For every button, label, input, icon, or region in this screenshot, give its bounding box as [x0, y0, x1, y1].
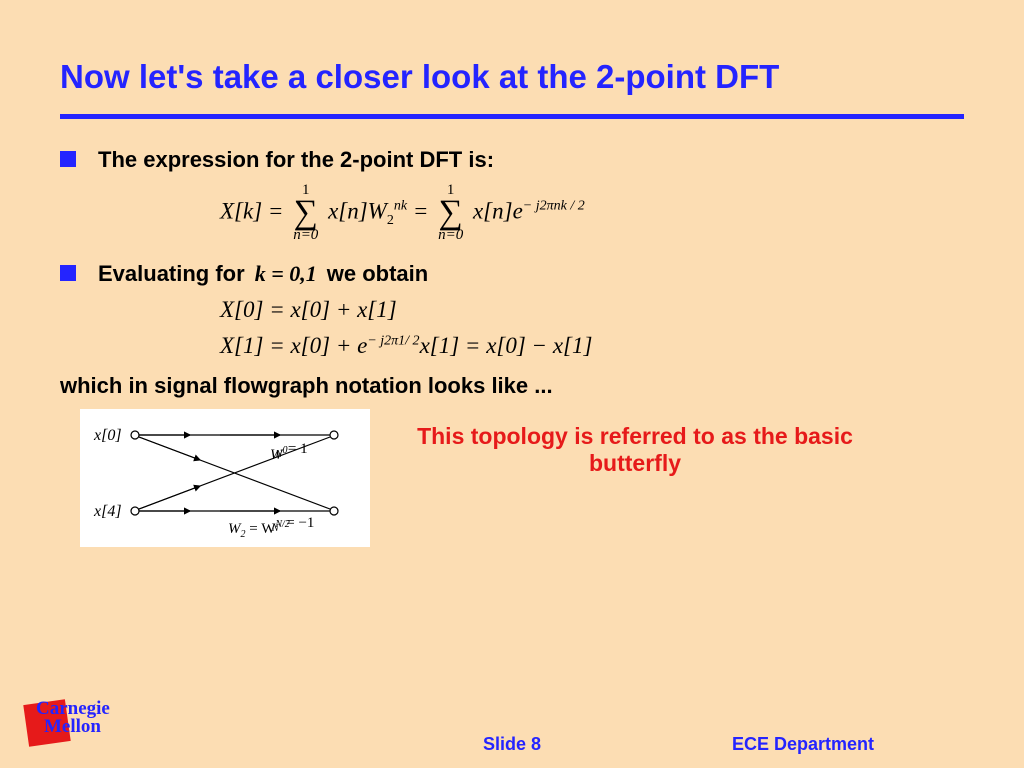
eq-mid: =	[413, 198, 434, 223]
wbot-b-sub: N	[271, 523, 280, 534]
callout-text: This topology is referred to as the basi…	[400, 423, 870, 477]
sigma-1-lower: n=0	[293, 228, 318, 243]
slide-number: Slide 8	[483, 734, 541, 755]
w-sub: 2	[387, 213, 394, 228]
logo-line2: Mellon	[44, 716, 101, 738]
butterfly-svg: x[0] x[4] W0N = 1 W2 = WN/2N = −1	[80, 409, 370, 547]
eq-lhs: X[k] =	[220, 198, 283, 223]
lower-row: x[0] x[4] W0N = 1 W2 = WN/2N = −1 This t…	[60, 409, 964, 547]
sum2-body: x[n]e	[473, 198, 523, 223]
bullet-1-text: The expression for the 2-point DFT is:	[98, 147, 494, 173]
department-label: ECE Department	[732, 734, 874, 755]
butterfly-diagram: x[0] x[4] W0N = 1 W2 = WN/2N = −1	[80, 409, 370, 547]
title-rule	[60, 114, 964, 119]
sigma-icon: ∑	[293, 196, 318, 230]
node-in1-label: x[4]	[93, 503, 122, 520]
eq-eval-line1: X[0] = x[0] + x[1]	[220, 297, 964, 323]
wtop-sub: N	[275, 449, 284, 460]
slide-body: Now let's take a closer look at the 2-po…	[0, 0, 1024, 547]
l2b: x[1] = x[0] − x[1]	[420, 333, 593, 358]
bullet-2-text: Evaluating for k = 0,1 we obtain	[98, 261, 428, 287]
svg-text:W2 = WN/2N = −1: W2 = WN/2N = −1	[228, 515, 314, 540]
sigma-icon: ∑	[438, 196, 463, 230]
equation-main: X[k] = 1 ∑ n=0 x[n]W2nk = 1 ∑ n=0 x[n]e−…	[220, 183, 964, 243]
eq-eval-line2: X[1] = x[0] + e− j2π1/ 2x[1] = x[0] − x[…	[220, 333, 964, 359]
w-sup: nk	[394, 199, 407, 214]
wtop-val: = 1	[284, 441, 307, 457]
bullet-2-math: k = 0,1	[255, 261, 317, 287]
bullet-2-post: we obtain	[327, 261, 428, 287]
equation-eval: X[0] = x[0] + x[1] X[1] = x[0] + e− j2π1…	[220, 297, 964, 359]
sigma-2-lower: n=0	[438, 228, 463, 243]
bullet-2-pre: Evaluating for	[98, 261, 245, 287]
bullet-1: The expression for the 2-point DFT is:	[60, 147, 964, 173]
sum1-body: x[n]W	[328, 198, 387, 223]
l2a: X[1] = x[0] + e	[220, 333, 367, 358]
l2exp: − j2π1/ 2	[367, 333, 419, 348]
body-flowgraph-text: which in signal flowgraph notation looks…	[60, 373, 964, 399]
bullet-square-icon	[60, 151, 76, 167]
node-in0-label: x[0]	[93, 427, 122, 444]
cmu-logo: Carnegie Mellon	[26, 698, 112, 750]
e-sup: − j2πnk / 2	[523, 199, 585, 214]
wbot-val: = −1	[282, 515, 314, 531]
bullet-2: Evaluating for k = 0,1 we obtain	[60, 261, 964, 287]
svg-text:W0N = 1: W0N = 1	[270, 441, 308, 463]
sigma-2: 1 ∑ n=0	[438, 183, 463, 243]
slide-title: Now let's take a closer look at the 2-po…	[60, 58, 964, 96]
bullet-square-icon	[60, 265, 76, 281]
sigma-1: 1 ∑ n=0	[293, 183, 318, 243]
